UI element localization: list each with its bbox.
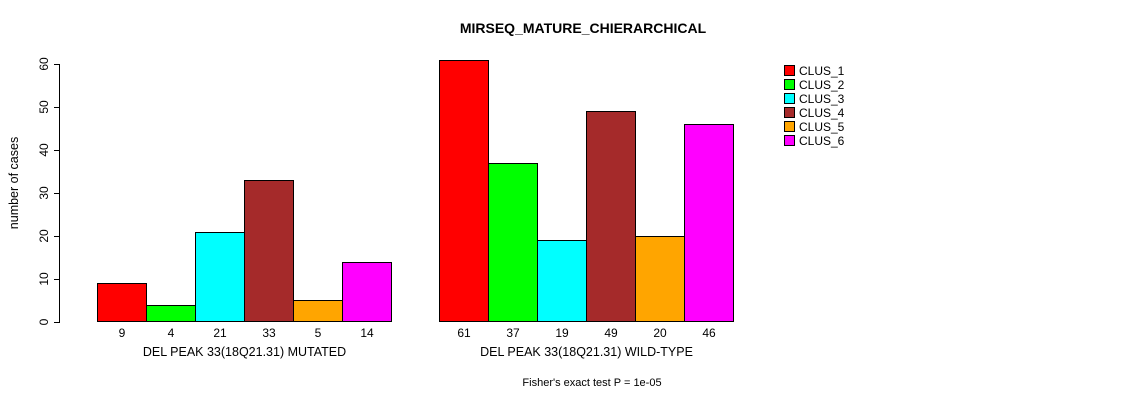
- bar-value-label: 4: [167, 326, 175, 340]
- legend-label-clus_2: CLUS_2: [799, 77, 845, 92]
- y-axis-tick: [54, 193, 59, 194]
- legend-label-clus_3: CLUS_3: [799, 91, 845, 106]
- y-axis-tick: [54, 107, 59, 108]
- legend-swatch-clus_6: [784, 135, 795, 146]
- bar-value-label: 49: [604, 326, 618, 340]
- bar-value-label: 20: [653, 326, 667, 340]
- legend-swatch-clus_4: [784, 107, 795, 118]
- bar-clus_3-group2: [537, 240, 587, 322]
- bar-clus_1-group1: [97, 283, 147, 322]
- group-axis-label: DEL PEAK 33(18Q21.31) MUTATED: [142, 345, 347, 359]
- bar-value-label: 9: [118, 326, 126, 340]
- chart-title: MIRSEQ_MATURE_CHIERARCHICAL: [459, 20, 707, 36]
- legend-swatch-clus_1: [784, 65, 795, 76]
- legend-label-clus_6: CLUS_6: [799, 133, 845, 148]
- legend-label-clus_1: CLUS_1: [799, 63, 845, 78]
- group-axis-label: DEL PEAK 33(18Q21.31) WILD-TYPE: [480, 345, 693, 359]
- legend-label-clus_5: CLUS_5: [799, 119, 845, 134]
- bar-clus_4-group2: [586, 111, 636, 322]
- bar-value-label: 19: [555, 326, 569, 340]
- legend-label-clus_4: CLUS_4: [799, 105, 845, 120]
- bar-clus_6-group2: [684, 124, 734, 322]
- y-axis-line: [59, 64, 60, 323]
- y-axis-tick: [54, 150, 59, 151]
- bar-value-label: 33: [262, 326, 276, 340]
- bar-value-label: 61: [457, 326, 471, 340]
- bar-clus_3-group1: [195, 232, 245, 322]
- y-axis-tick: [54, 279, 59, 280]
- bar-value-label: 46: [702, 326, 716, 340]
- footnote: Fisher's exact test P = 1e-05: [522, 377, 662, 389]
- y-axis-tick: [54, 236, 59, 237]
- bar-value-label: 21: [213, 326, 227, 340]
- bar-value-label: 37: [506, 326, 520, 340]
- legend-swatch-clus_3: [784, 93, 795, 104]
- bar-clus_4-group1: [244, 180, 294, 322]
- bar-value-label: 14: [360, 326, 374, 340]
- bar-value-label: 5: [314, 326, 322, 340]
- y-axis-tick: [54, 322, 59, 323]
- legend-swatch-clus_5: [784, 121, 795, 132]
- legend-swatch-clus_2: [784, 79, 795, 90]
- bar-clus_6-group1: [342, 262, 392, 322]
- y-axis-tick: [54, 64, 59, 65]
- bar-clus_5-group2: [635, 236, 685, 322]
